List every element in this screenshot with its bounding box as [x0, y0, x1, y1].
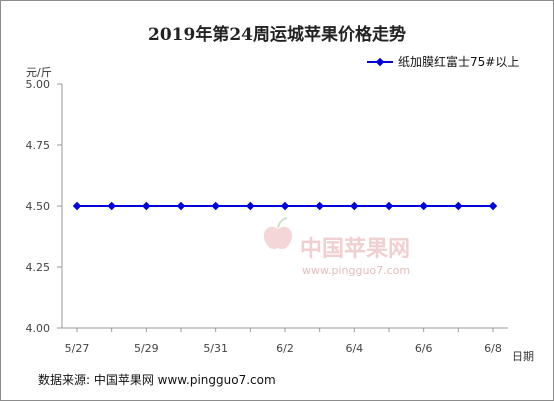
series-layer — [72, 201, 498, 211]
x-tick-label: 6/6 — [415, 342, 433, 355]
x-tick-label: 5/29 — [134, 342, 159, 355]
data-point — [419, 201, 428, 211]
x-tick-label: 6/2 — [276, 342, 294, 355]
data-point — [315, 201, 324, 211]
y-axis-unit-label: 元/斤 — [26, 66, 52, 79]
watermark: 中国苹果网 www.pingguo7.com — [263, 217, 410, 277]
x-tick-label: 6/8 — [484, 342, 502, 355]
watermark-url: www.pingguo7.com — [302, 264, 410, 277]
source-note: 数据来源: 中国苹果网 www.pingguo7.com — [38, 373, 276, 387]
legend: 纸加膜红富士75#以上 — [367, 54, 519, 69]
watermark-brand: 中国苹果网 — [300, 237, 410, 262]
x-tick-label: 6/4 — [345, 342, 363, 355]
data-point — [454, 201, 463, 211]
data-point — [488, 201, 498, 211]
chart-title: 2019年第24周运城苹果价格走势 — [148, 25, 406, 45]
y-tick-label: 4.00 — [26, 322, 51, 335]
y-tick-label: 4.50 — [26, 200, 51, 213]
y-tick-label: 4.75 — [26, 139, 51, 152]
data-point — [211, 201, 220, 211]
legend-label: 纸加膜红富士75#以上 — [398, 54, 519, 69]
x-axis-unit-label: 日期 — [512, 350, 534, 363]
y-tick-label: 5.00 — [26, 78, 51, 91]
y-tick-label: 4.25 — [26, 261, 51, 274]
data-point — [280, 201, 290, 211]
apple-logo-icon — [263, 217, 293, 249]
data-point — [107, 201, 116, 211]
x-tick-label: 5/31 — [203, 342, 228, 355]
x-tick-label: 5/27 — [65, 342, 90, 355]
y-ticks: 5.00 4.75 4.50 4.25 4.00 — [26, 78, 62, 335]
x-ticks: 5/27 5/29 5/31 6/2 6/4 6/6 6/8 — [65, 328, 502, 355]
data-point — [384, 201, 394, 211]
legend-marker-swatch — [375, 57, 385, 67]
data-point — [142, 201, 151, 211]
data-point — [176, 201, 186, 211]
data-point — [246, 201, 255, 211]
data-point — [350, 201, 359, 211]
data-point — [72, 201, 82, 211]
